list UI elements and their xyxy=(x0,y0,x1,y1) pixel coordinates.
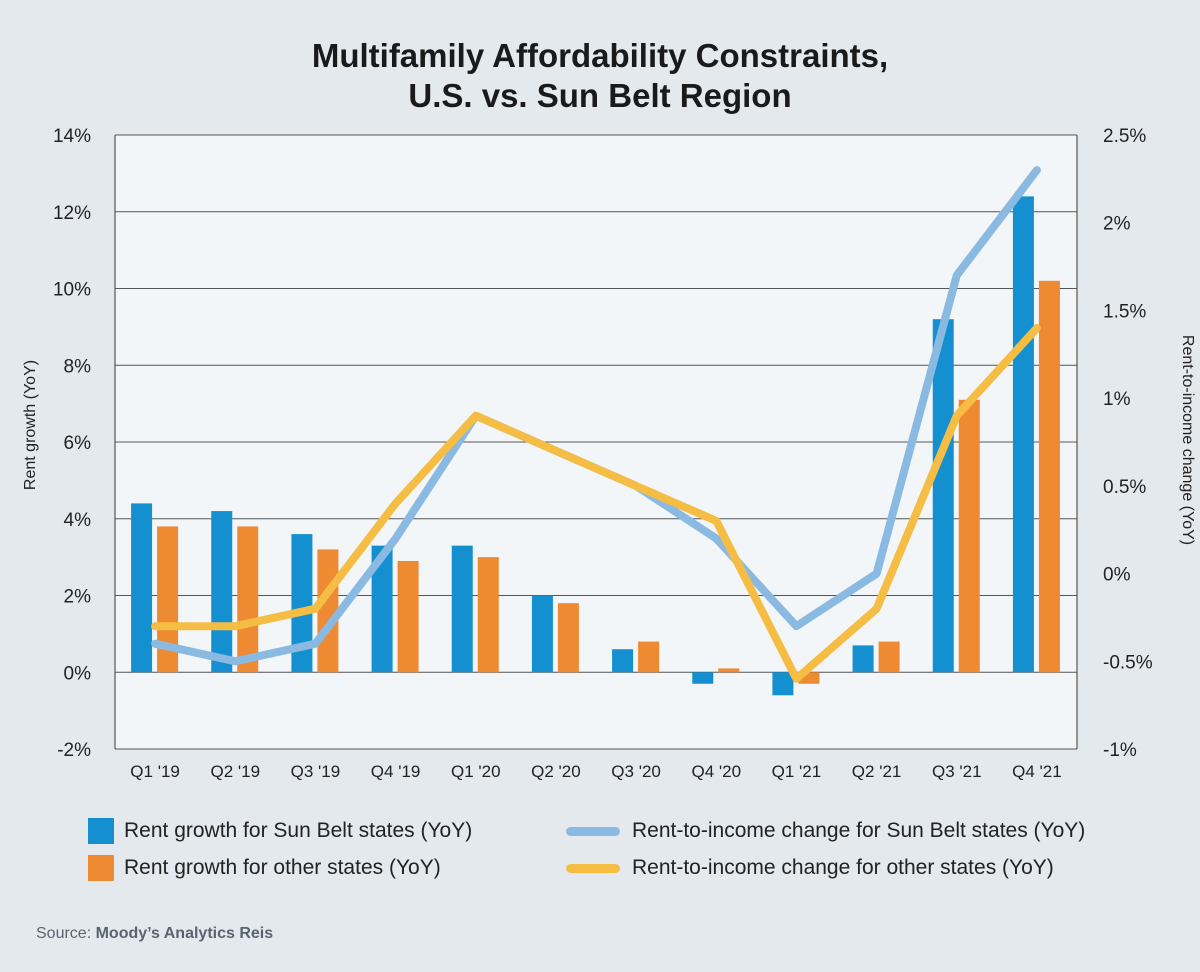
bar-sunbelt xyxy=(211,511,233,673)
x-tick-label: Q3 '21 xyxy=(932,762,982,781)
y2-tick-label: -1% xyxy=(1103,740,1137,761)
bar-other xyxy=(718,668,740,673)
bar-sunbelt xyxy=(852,645,874,673)
chart-title-line-2: U.S. vs. Sun Belt Region xyxy=(408,77,792,114)
bar-sunbelt xyxy=(932,319,954,673)
bar-other xyxy=(798,672,820,684)
bar-other xyxy=(878,641,900,673)
bar-other xyxy=(317,549,339,673)
legend-item-bar-sunbelt: Rent growth for Sun Belt states (YoY) xyxy=(88,816,472,846)
legend-swatch-line-other xyxy=(566,863,620,873)
x-tick-label: Q2 '20 xyxy=(531,762,581,781)
bar-sunbelt xyxy=(371,545,393,673)
x-tick-label: Q4 '19 xyxy=(371,762,421,781)
x-tick-label: Q4 '21 xyxy=(1012,762,1062,781)
legend-item-line-sunbelt: Rent-to-income change for Sun Belt state… xyxy=(566,816,1085,846)
y-tick-label: 14% xyxy=(53,126,91,147)
legend-swatch-line-sunbelt xyxy=(566,826,620,836)
bar-sunbelt xyxy=(291,534,313,673)
bar-other xyxy=(1038,280,1060,673)
bar-other xyxy=(638,641,660,673)
legend: Rent growth for Sun Belt states (YoY) Re… xyxy=(88,816,1188,886)
legend-label-bar-other: Rent growth for other states (YoY) xyxy=(124,856,441,879)
chart-title-line-1: Multifamily Affordability Constraints, xyxy=(311,37,889,74)
y2-tick-label: 2% xyxy=(1103,214,1131,235)
x-tick-label: Q1 '21 xyxy=(772,762,822,781)
source-name: Moody’s Analytics Reis xyxy=(95,925,274,942)
bar-other xyxy=(237,526,259,673)
y-tick-label: 10% xyxy=(53,280,91,301)
bar-other xyxy=(397,560,419,673)
legend-label-line-sunbelt: Rent-to-income change for Sun Belt state… xyxy=(632,819,1086,842)
x-tick-label: Q3 '19 xyxy=(291,762,341,781)
y-tick-label: 2% xyxy=(64,587,92,608)
y-tick-label: 6% xyxy=(64,433,92,454)
x-tick-label: Q3 '20 xyxy=(611,762,661,781)
bar-other xyxy=(958,399,980,673)
y2-tick-label: -0.5% xyxy=(1103,652,1153,673)
y-tick-label: 12% xyxy=(53,203,91,224)
x-tick-label: Q4 '20 xyxy=(691,762,741,781)
y2-tick-label: 0.5% xyxy=(1103,477,1146,498)
legend-label-line-other: Rent-to-income change for other states (… xyxy=(632,856,1054,879)
bar-other xyxy=(157,526,179,673)
y2-tick-label: 2.5% xyxy=(1103,126,1146,147)
y-tick-label: 4% xyxy=(64,510,92,531)
chart-area: -2% 0% 2% 4% 6% 8% 10% 12% 14% -1% -0.5% 0% 0.5% 1% 1.… xyxy=(22,126,1196,781)
legend-swatch-bar-other xyxy=(88,855,114,881)
bar-sunbelt xyxy=(531,595,553,673)
y-tick-label: 8% xyxy=(64,356,92,377)
y2-tick-label: 1% xyxy=(1103,389,1131,410)
chart-title: Multifamily Affordability Constraints, U… xyxy=(0,36,1200,116)
legend-label-bar-sunbelt: Rent growth for Sun Belt states (YoY) xyxy=(124,819,473,842)
x-tick-label: Q2 '19 xyxy=(210,762,260,781)
bar-sunbelt xyxy=(692,672,714,684)
legend-swatch-bar-sunbelt xyxy=(88,818,114,844)
bar-other xyxy=(477,557,499,673)
line-other xyxy=(151,324,1041,683)
bar-sunbelt xyxy=(772,672,794,696)
legend-item-line-other: Rent-to-income change for other states (… xyxy=(566,853,1054,883)
bar-sunbelt xyxy=(131,503,153,673)
y-tick-label: -2% xyxy=(57,740,91,761)
source-prefix: Source: xyxy=(36,925,92,942)
x-tick-label: Q2 '21 xyxy=(852,762,902,781)
y2-tick-label: 1.5% xyxy=(1103,301,1146,322)
x-tick-label: Q1 '19 xyxy=(130,762,180,781)
bar-sunbelt xyxy=(612,649,634,673)
y-axis-title: Rent growth (YoY) xyxy=(22,360,39,490)
y2-axis-title: Rent-to-income change (YoY) xyxy=(1179,335,1196,545)
legend-item-bar-other: Rent growth for other states (YoY) xyxy=(88,853,441,883)
bar-sunbelt xyxy=(451,545,473,673)
x-tick-label: Q1 '20 xyxy=(451,762,501,781)
y2-tick-label: 0% xyxy=(1103,565,1131,586)
source-note: Source: Moody’s Analytics Reis xyxy=(36,925,273,943)
bar-sunbelt xyxy=(1012,196,1034,673)
y-tick-label: 0% xyxy=(64,663,92,684)
bar-other xyxy=(557,603,579,673)
